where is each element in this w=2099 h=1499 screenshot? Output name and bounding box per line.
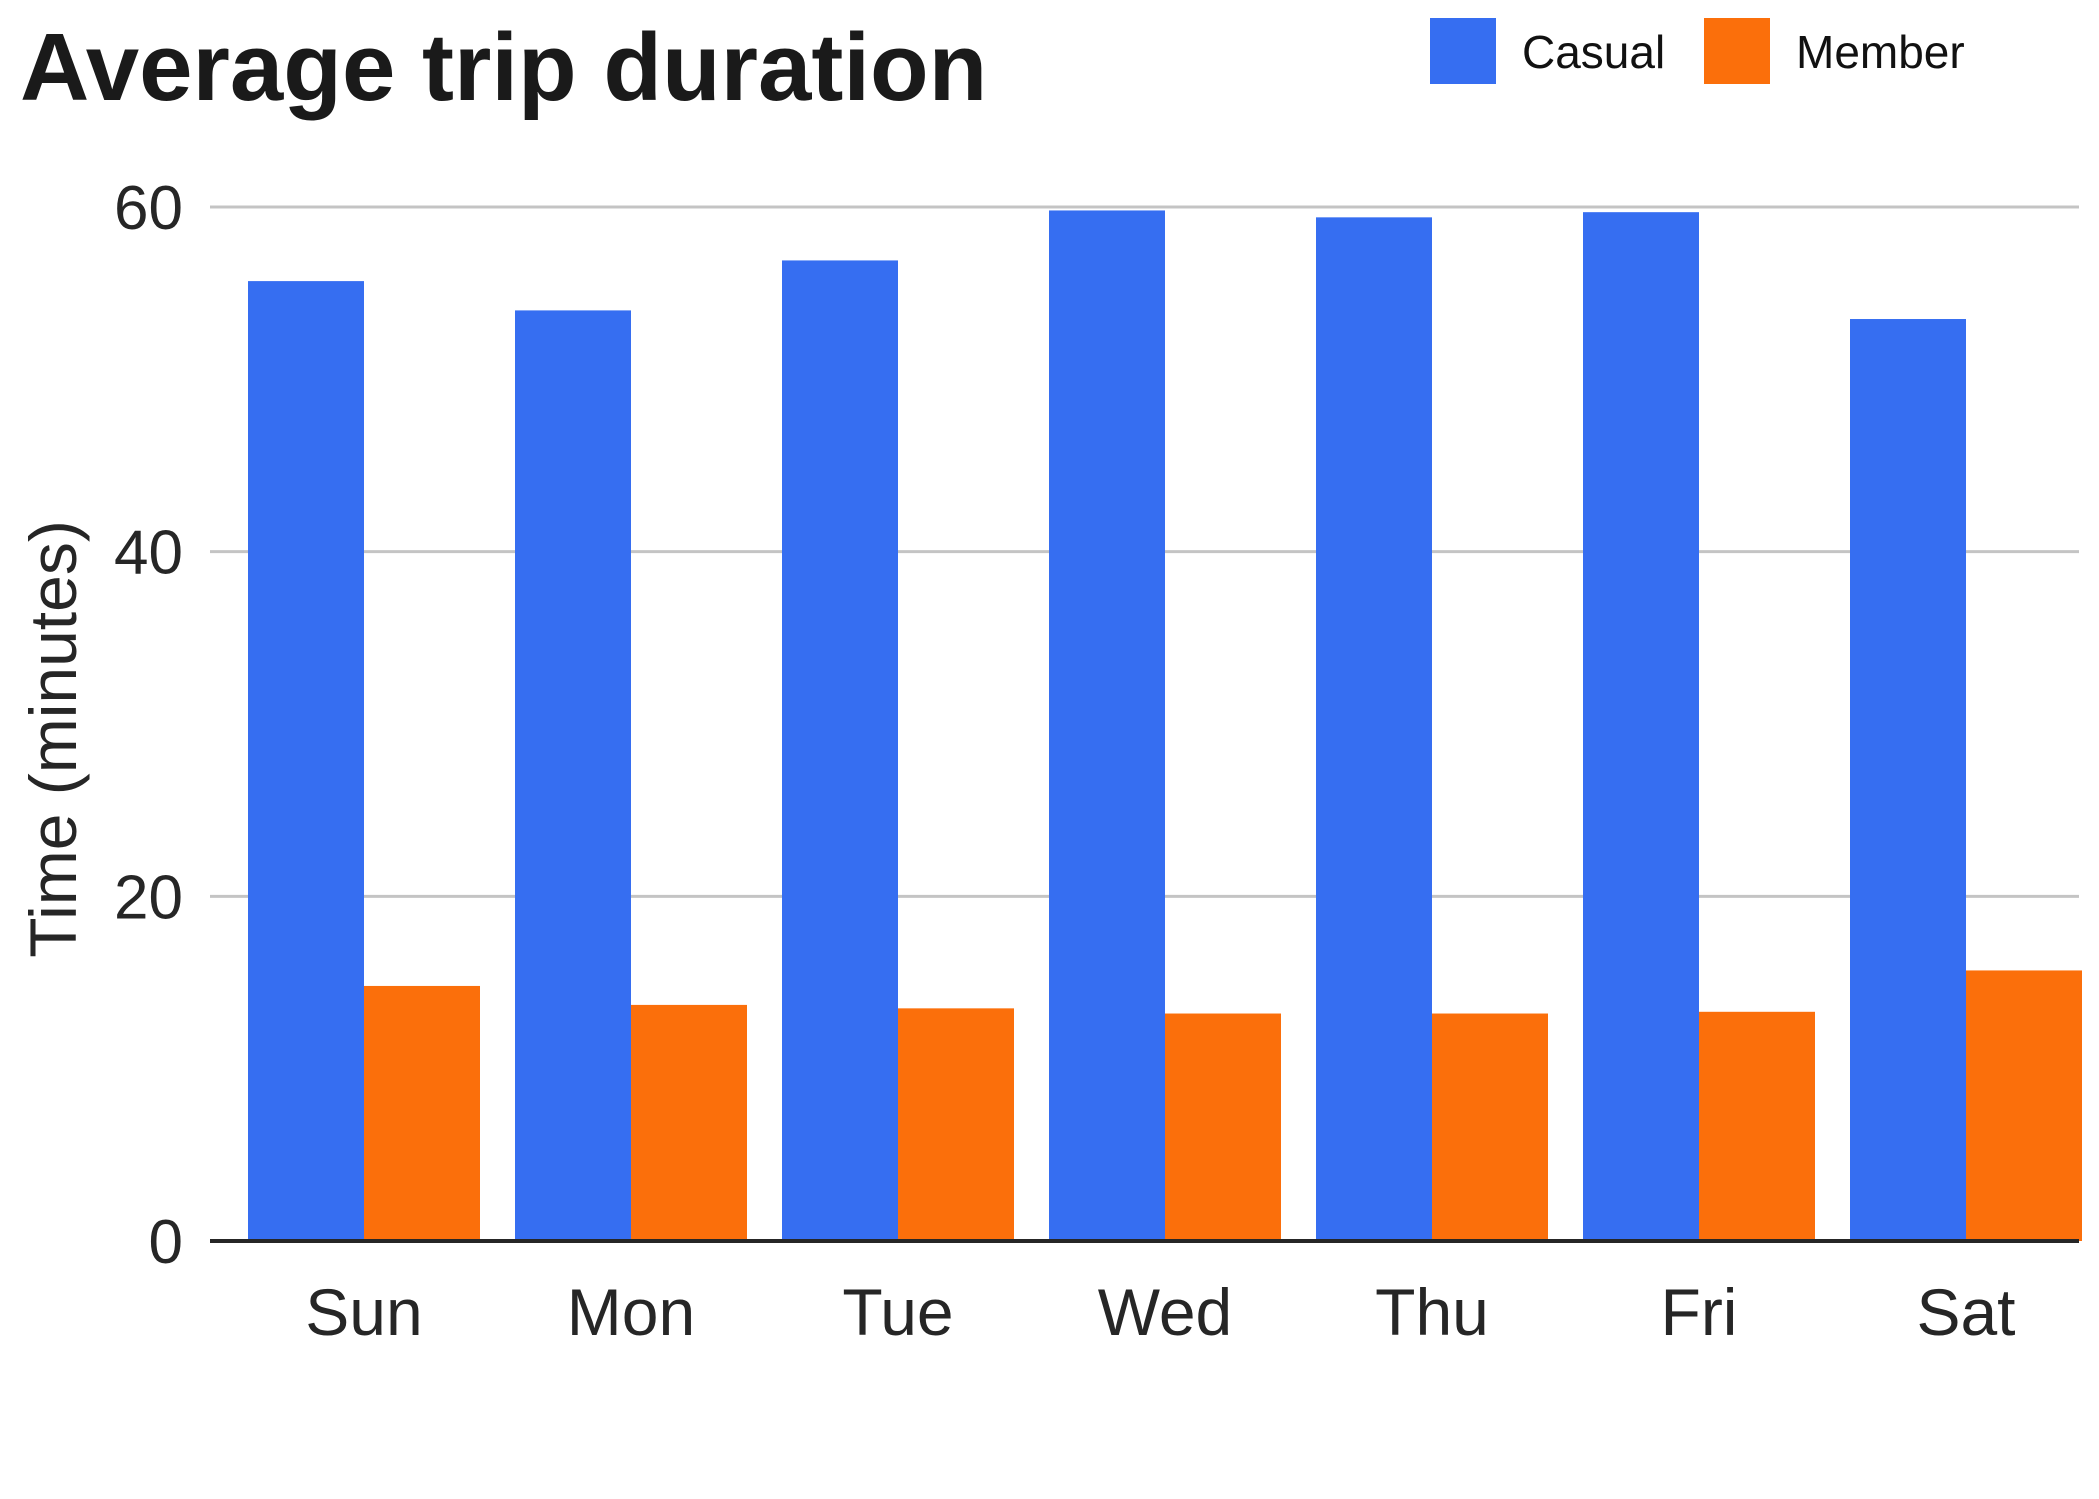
- bar-member-mon: [631, 1004, 747, 1241]
- bar-member-sat: [1966, 970, 2082, 1241]
- y-tick-label: 60: [114, 174, 183, 243]
- y-axis-ticks: 0 20 40 60: [114, 174, 183, 1277]
- bar-casual-mon: [515, 310, 631, 1241]
- x-tick-label-mon: Mon: [567, 1275, 695, 1349]
- x-tick-label-sat: Sat: [1916, 1275, 2015, 1349]
- x-tick-label-wed: Wed: [1098, 1275, 1233, 1349]
- x-tick-label-sun: Sun: [305, 1275, 422, 1349]
- legend-label-member: Member: [1796, 26, 1965, 78]
- x-axis-ticks: Sun Mon Tue Wed Thu Fri Sat: [305, 1275, 2015, 1349]
- x-tick-label-tue: Tue: [842, 1275, 953, 1349]
- bar-member-wed: [1165, 1013, 1281, 1241]
- bars: [248, 210, 2082, 1242]
- legend-swatch-casual: [1430, 18, 1496, 84]
- bar-casual-wed: [1049, 210, 1165, 1242]
- y-tick-label: 40: [114, 519, 183, 588]
- bar-casual-sun: [248, 281, 364, 1241]
- y-tick-label: 20: [114, 863, 183, 932]
- legend-label-casual: Casual: [1522, 26, 1665, 78]
- x-tick-label-thu: Thu: [1375, 1275, 1489, 1349]
- bar-casual-thu: [1316, 217, 1432, 1242]
- bar-member-thu: [1432, 1013, 1548, 1241]
- bar-casual-fri: [1583, 212, 1699, 1241]
- x-tick-label-fri: Fri: [1661, 1275, 1738, 1349]
- bar-member-sun: [364, 985, 480, 1241]
- bar-member-fri: [1699, 1011, 1815, 1241]
- chart-title: Average trip duration: [20, 14, 987, 121]
- bar-casual-sat: [1850, 319, 1966, 1241]
- legend: Casual Member: [1430, 18, 1965, 84]
- legend-swatch-member: [1704, 18, 1770, 84]
- y-tick-label: 0: [149, 1208, 183, 1277]
- bar-member-tue: [898, 1008, 1014, 1241]
- bar-casual-tue: [782, 260, 898, 1241]
- y-axis-label: Time (minutes): [16, 520, 90, 958]
